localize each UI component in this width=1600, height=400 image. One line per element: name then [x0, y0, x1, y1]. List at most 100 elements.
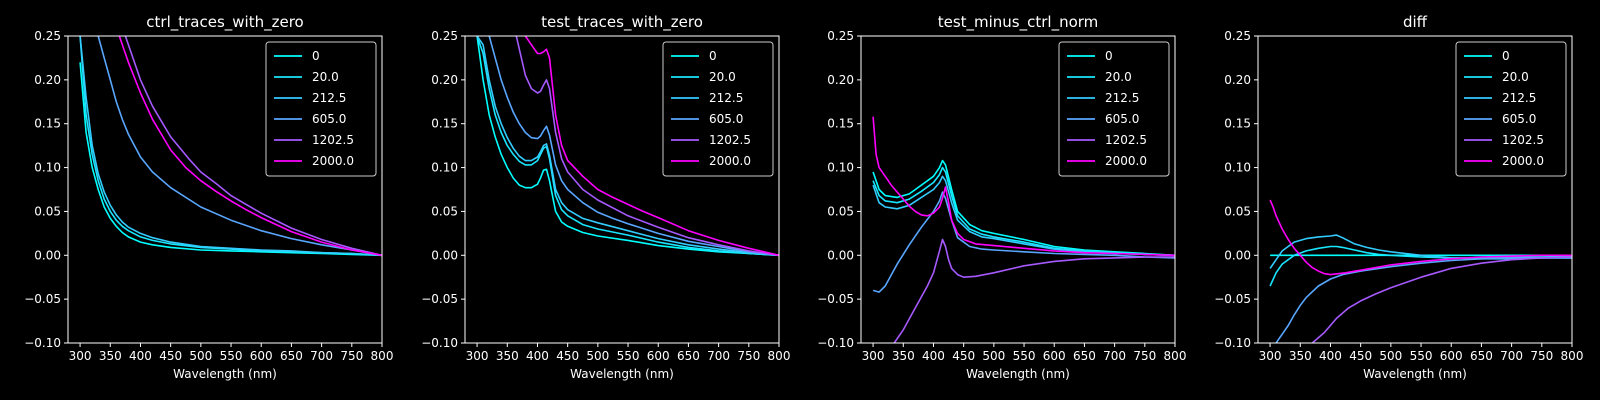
- legend-entry-label: 0: [1105, 49, 1113, 63]
- y-tick-label: 0.15: [431, 117, 458, 131]
- x-tick-label: 800: [768, 349, 791, 363]
- axes-frame: [860, 35, 1176, 344]
- legend-entry-label: 212.5: [1105, 91, 1139, 105]
- x-tick-label: 600: [250, 349, 273, 363]
- series-group: [872, 116, 1175, 343]
- x-tick-label: 750: [1133, 349, 1156, 363]
- y-tick-label: 0.00: [1224, 248, 1251, 262]
- series-line-212.5: [872, 175, 1175, 257]
- legend: 0 20.0 212.5 605.0 1202.5 2000.0: [1058, 41, 1170, 177]
- legend: 0 20.0 212.5 605.0 1202.5 2000.0: [1455, 41, 1567, 177]
- x-tick-label: 750: [340, 349, 363, 363]
- x-axis-label: Wavelength (nm): [966, 367, 1070, 381]
- series-line-20.0: [1269, 245, 1572, 287]
- legend-entry-label: 605.0: [1502, 112, 1536, 126]
- y-tick-label: −0.10: [1214, 336, 1251, 350]
- y-tick-label: −0.05: [24, 292, 61, 306]
- series-line-0: [476, 36, 779, 257]
- legend-entry-label: 212.5: [312, 91, 346, 105]
- x-tick-label: 650: [280, 349, 303, 363]
- legend-entry-label: 212.5: [1502, 91, 1536, 105]
- y-tick-label: 0.20: [431, 73, 458, 87]
- x-tick-label: 650: [1470, 349, 1493, 363]
- y-tick-label: 0.15: [1224, 117, 1251, 131]
- series-line-20.0: [476, 36, 779, 257]
- x-tick-label: 400: [526, 349, 549, 363]
- x-tick-label: 800: [1164, 349, 1187, 363]
- y-tick-label: −0.10: [24, 336, 61, 350]
- y-tick-label: 0.20: [1224, 73, 1251, 87]
- y-tick-label: 0.05: [34, 204, 61, 218]
- x-tick-label: 550: [1410, 349, 1433, 363]
- y-tick-label: 0.20: [34, 73, 61, 87]
- y-tick-label: 0.00: [827, 248, 854, 262]
- x-tick-label: 500: [982, 349, 1005, 363]
- series-line-0: [79, 62, 382, 257]
- series-line-1202.5: [124, 36, 382, 257]
- y-tick-label: 0.10: [431, 161, 458, 175]
- x-tick-label: 450: [952, 349, 975, 363]
- subplot-2: test_traces_with_zero 300 350 400 450 500 550 6…: [421, 13, 790, 381]
- y-tick-label: 0.05: [431, 204, 458, 218]
- legend-entry-label: 605.0: [1105, 112, 1139, 126]
- legend-entry-label: 1202.5: [709, 133, 751, 147]
- x-tick-label: 300: [1259, 349, 1282, 363]
- y-tick-label: −0.10: [817, 336, 854, 350]
- series-line-1202.5: [1311, 256, 1572, 343]
- x-axis-label: Wavelength (nm): [1363, 367, 1467, 381]
- y-tick-label: 0.25: [34, 29, 61, 43]
- x-tick-label: 500: [189, 349, 212, 363]
- legend-entry-label: 20.0: [709, 70, 736, 84]
- series-group: [1269, 199, 1572, 343]
- series-line-20.0: [79, 36, 382, 257]
- x-tick-label: 350: [496, 349, 519, 363]
- y-tick-label: 0.20: [827, 73, 854, 87]
- x-tick-label: 750: [737, 349, 760, 363]
- series-line-2000.0: [118, 36, 382, 257]
- y-tick-label: 0.10: [827, 161, 854, 175]
- series-line-2000.0: [872, 116, 1175, 257]
- series-line-20.0: [872, 166, 1175, 257]
- legend-entry-label: 1202.5: [1502, 133, 1544, 147]
- subplot-1: ctrl_traces_with_zero 300 350 400 450 500 550 6…: [24, 13, 393, 381]
- x-tick-label: 300: [466, 349, 489, 363]
- series-line-605.0: [1275, 257, 1572, 343]
- x-axis-label: Wavelength (nm): [173, 367, 277, 381]
- x-tick-label: 450: [159, 349, 182, 363]
- x-tick-label: 800: [1561, 349, 1584, 363]
- series-line-2000.0: [524, 36, 779, 257]
- series-line-212.5: [476, 36, 779, 257]
- subplot-title: test_minus_ctrl_norm: [938, 13, 1099, 32]
- subplot-title: test_traces_with_zero: [541, 13, 703, 32]
- x-tick-label: 750: [1530, 349, 1553, 363]
- x-tick-label: 800: [371, 349, 394, 363]
- series-group: [476, 36, 779, 257]
- legend: 0 20.0 212.5 605.0 1202.5 2000.0: [265, 41, 377, 177]
- x-tick-label: 350: [892, 349, 915, 363]
- legend-entry-label: 0: [709, 49, 717, 63]
- legend-entry-label: 212.5: [709, 91, 743, 105]
- x-tick-label: 400: [129, 349, 152, 363]
- y-tick-label: 0.10: [34, 161, 61, 175]
- x-tick-label: 300: [862, 349, 885, 363]
- y-tick-label: 0.05: [1224, 204, 1251, 218]
- x-tick-label: 300: [69, 349, 92, 363]
- axes-frame: [1257, 35, 1573, 344]
- series-line-1202.5: [515, 36, 779, 257]
- x-tick-label: 400: [922, 349, 945, 363]
- legend-frame: [265, 41, 377, 177]
- x-tick-label: 500: [586, 349, 609, 363]
- subplots: ctrl_traces_with_zero 300 350 400 450 500 550 6…: [24, 13, 1583, 381]
- x-tick-label: 600: [647, 349, 670, 363]
- x-tick-label: 400: [1319, 349, 1342, 363]
- y-tick-label: −0.05: [421, 292, 458, 306]
- x-tick-label: 350: [99, 349, 122, 363]
- legend-entry-label: 1202.5: [1105, 133, 1147, 147]
- subplot-title: ctrl_traces_with_zero: [146, 13, 303, 32]
- y-tick-label: −0.05: [1214, 292, 1251, 306]
- series-line-605.0: [488, 36, 779, 257]
- series-line-1202.5: [893, 238, 1175, 343]
- y-tick-label: 0.05: [827, 204, 854, 218]
- subplot-4: diff 300 350 400 450 500 550 600 650 700 750 800 −0.…: [1214, 13, 1583, 381]
- x-tick-label: 650: [677, 349, 700, 363]
